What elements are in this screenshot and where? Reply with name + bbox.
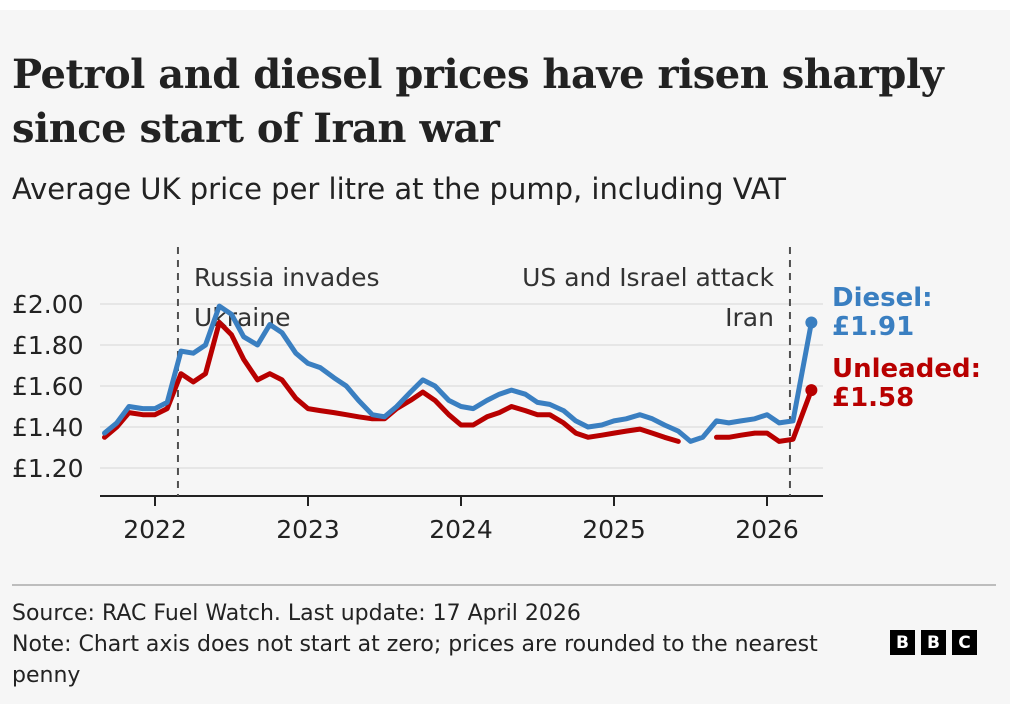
x-tick-label: 2025	[582, 515, 646, 544]
x-tick-label: 2022	[123, 515, 187, 544]
series-value-label-unleaded: £1.58	[832, 383, 914, 413]
bbc-logo-letter: B	[890, 630, 915, 655]
series-end-marker-unleaded	[805, 384, 818, 397]
chart-card: Petrol and diesel prices have risen shar…	[0, 10, 1010, 704]
y-tick-label: £1.60	[12, 372, 84, 401]
y-tick-label: £2.00	[12, 290, 84, 319]
footer: Source: RAC Fuel Watch. Last update: 17 …	[12, 598, 882, 691]
source-note: Source: RAC Fuel Watch. Last update: 17 …	[12, 601, 581, 626]
series-line-unleaded	[102, 320, 681, 444]
x-tick-label: 2026	[735, 515, 799, 544]
series-value-label-diesel: £1.91	[832, 312, 914, 342]
bbc-logo: B B C	[890, 630, 977, 655]
series-end-marker-diesel	[805, 316, 818, 329]
x-tick-label: 2024	[429, 515, 493, 544]
series-label-diesel: Diesel:	[832, 283, 933, 313]
footer-divider	[12, 584, 996, 586]
event-annotation-label: Iran	[725, 303, 774, 332]
event-annotation-label: Russia invades	[194, 263, 380, 292]
bbc-logo-letter: B	[921, 630, 946, 655]
bbc-logo-letter: C	[952, 630, 977, 655]
y-tick-label: £1.80	[12, 331, 84, 360]
series-line-unleaded	[714, 387, 814, 444]
y-tick-label: £1.20	[12, 454, 84, 483]
chart-subtitle: Average UK price per litre at the pump, …	[12, 172, 787, 206]
event-annotation-label: US and Israel attack	[522, 263, 774, 292]
series-line-diesel	[102, 303, 814, 444]
y-tick-label: £1.40	[12, 413, 84, 442]
x-tick-label: 2023	[276, 515, 340, 544]
series-label-unleaded: Unleaded:	[832, 354, 981, 384]
axis-note: Note: Chart axis does not start at zero;…	[12, 632, 818, 688]
chart-title: Petrol and diesel prices have risen shar…	[12, 51, 944, 152]
